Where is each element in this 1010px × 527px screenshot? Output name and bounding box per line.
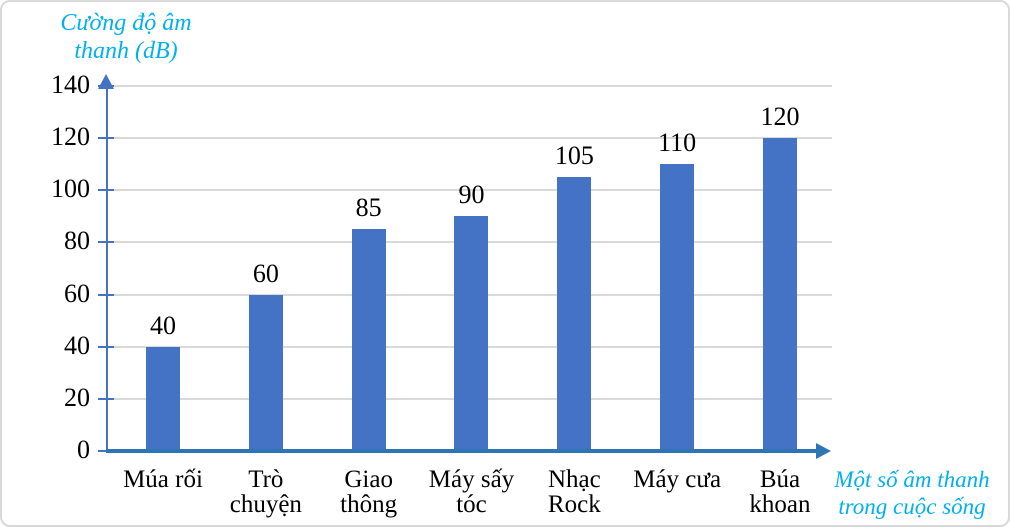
x-axis-line — [106, 449, 819, 453]
y-tick-label: 80 — [64, 226, 90, 256]
y-tick-label: 140 — [51, 70, 90, 99]
x-category-label: Trò chuyện — [229, 466, 302, 518]
y-axis-line — [106, 82, 108, 453]
x-category-label: Máy cưa — [633, 466, 722, 493]
y-tick-label: 0 — [77, 435, 90, 464]
gridline — [107, 85, 832, 87]
x-axis-title: Một số âm thanh trong cuộc sống — [817, 466, 1007, 520]
y-tick-label: 60 — [64, 278, 90, 308]
x-axis-title-line2: trong cuộc sống — [838, 494, 986, 519]
x-category-label: Nhạc Rock — [547, 466, 601, 518]
bar — [351, 229, 386, 451]
bar-value-label: 105 — [554, 141, 594, 171]
x-axis-arrow — [816, 443, 831, 459]
gridline — [107, 189, 832, 192]
x-category-label: Múa rối — [123, 466, 203, 493]
bar — [557, 177, 592, 451]
x-category-label: Giao thông — [340, 466, 398, 518]
y-axis-title-line2: thanh (dB) — [74, 38, 178, 64]
bar-value-label: 110 — [658, 128, 697, 158]
bar-value-label: 90 — [458, 180, 485, 210]
y-axis-title-line1: Cường độ âm — [60, 10, 192, 36]
bar — [146, 346, 180, 451]
bar — [660, 164, 695, 451]
bar — [248, 294, 283, 451]
bar — [454, 216, 489, 451]
gridline — [107, 137, 832, 140]
bar-value-label: 120 — [760, 102, 800, 132]
y-axis-arrow — [98, 74, 114, 89]
y-tick-label: 40 — [64, 330, 90, 360]
y-tick-label: 20 — [64, 382, 90, 412]
bar-value-label: 85 — [355, 193, 382, 223]
x-category-label: Búa khoan — [749, 466, 811, 518]
bar — [762, 138, 797, 451]
y-tick-label: 120 — [51, 122, 90, 152]
x-axis-title-line1: Một số âm thanh — [834, 467, 990, 492]
y-axis-title: Cường độ âm thanh (dB) — [40, 9, 212, 65]
bar-value-label: 40 — [150, 310, 176, 340]
bar-value-label: 60 — [252, 258, 279, 288]
x-category-label: Máy sấy tóc — [428, 466, 515, 518]
y-tick-label: 100 — [51, 174, 90, 204]
